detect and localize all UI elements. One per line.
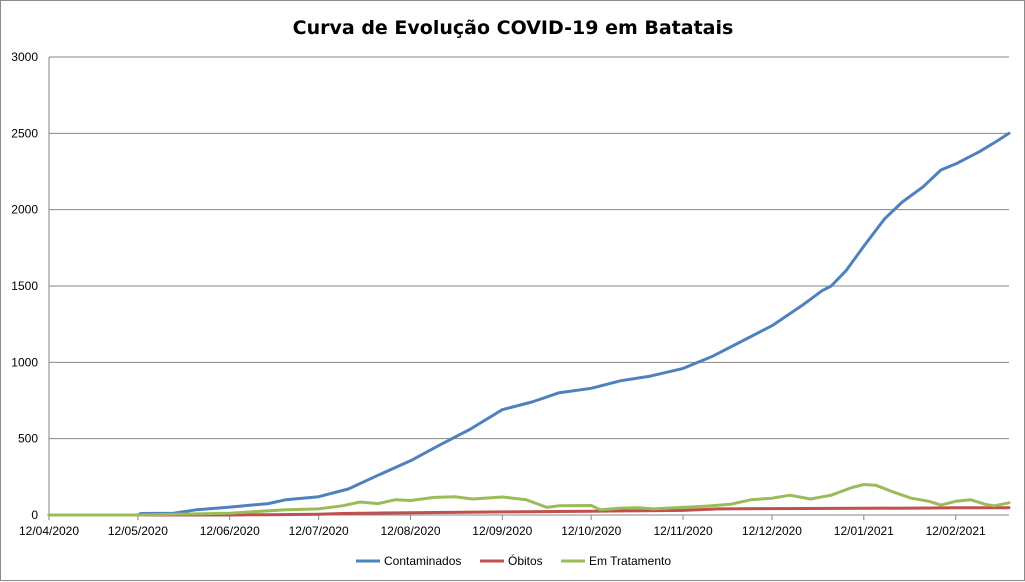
y-tick-label: 1500	[11, 279, 38, 293]
y-tick-label: 1000	[11, 355, 38, 369]
chart-title: Curva de Evolução COVID-19 em Batatais	[293, 17, 734, 39]
x-tick-label: 12/06/2020	[200, 524, 260, 538]
x-tick-label: 12/11/2020	[653, 524, 712, 538]
x-tick-label: 12/08/2020	[380, 524, 440, 538]
x-tick-label: 12/07/2020	[289, 524, 349, 538]
y-tick-label: 2000	[11, 203, 38, 217]
series-line-2	[47, 483, 1011, 517]
y-tick-label: 3000	[11, 50, 38, 64]
y-tick-label: 500	[18, 432, 38, 446]
x-tick-label: 12/04/2020	[19, 524, 79, 538]
axes: 0 500 1000 1500 2000 2500 3000 12/04/2020 12/05/…	[11, 50, 1009, 538]
x-tick-label: 12/10/2020	[561, 524, 621, 538]
x-tick-label: 12/05/2020	[108, 524, 168, 538]
x-tick-label: 12/02/2021	[926, 524, 986, 538]
x-tick-label: 12/09/2020	[472, 524, 532, 538]
gridlines	[49, 56, 1009, 440]
legend-label-0: Contaminados	[384, 554, 461, 568]
x-tick-label: 12/12/2020	[742, 524, 802, 538]
series-line-0	[47, 131, 1011, 517]
legend-label-1: Óbitos	[508, 553, 543, 568]
y-tick-label: 0	[31, 508, 38, 522]
series-lines	[47, 131, 1011, 517]
legend: Contaminados Óbitos Em Tratamento	[356, 553, 671, 568]
series-line-1	[47, 506, 1011, 517]
legend-label-2: Em Tratamento	[589, 554, 671, 568]
x-tick-label: 12/01/2021	[834, 524, 894, 538]
y-tick-label: 2500	[11, 126, 38, 140]
